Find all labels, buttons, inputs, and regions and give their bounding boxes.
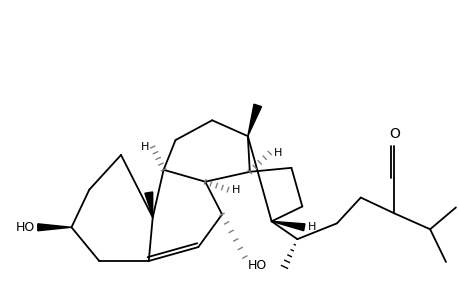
Polygon shape — [247, 104, 261, 136]
Text: H: H — [308, 222, 316, 232]
Text: H: H — [273, 148, 281, 158]
Text: HO: HO — [16, 221, 35, 234]
Polygon shape — [38, 224, 71, 231]
Polygon shape — [145, 192, 152, 218]
Text: H: H — [140, 142, 148, 152]
Text: HO: HO — [247, 259, 267, 272]
Text: H: H — [231, 184, 240, 195]
Polygon shape — [271, 221, 304, 231]
Text: O: O — [388, 127, 399, 141]
